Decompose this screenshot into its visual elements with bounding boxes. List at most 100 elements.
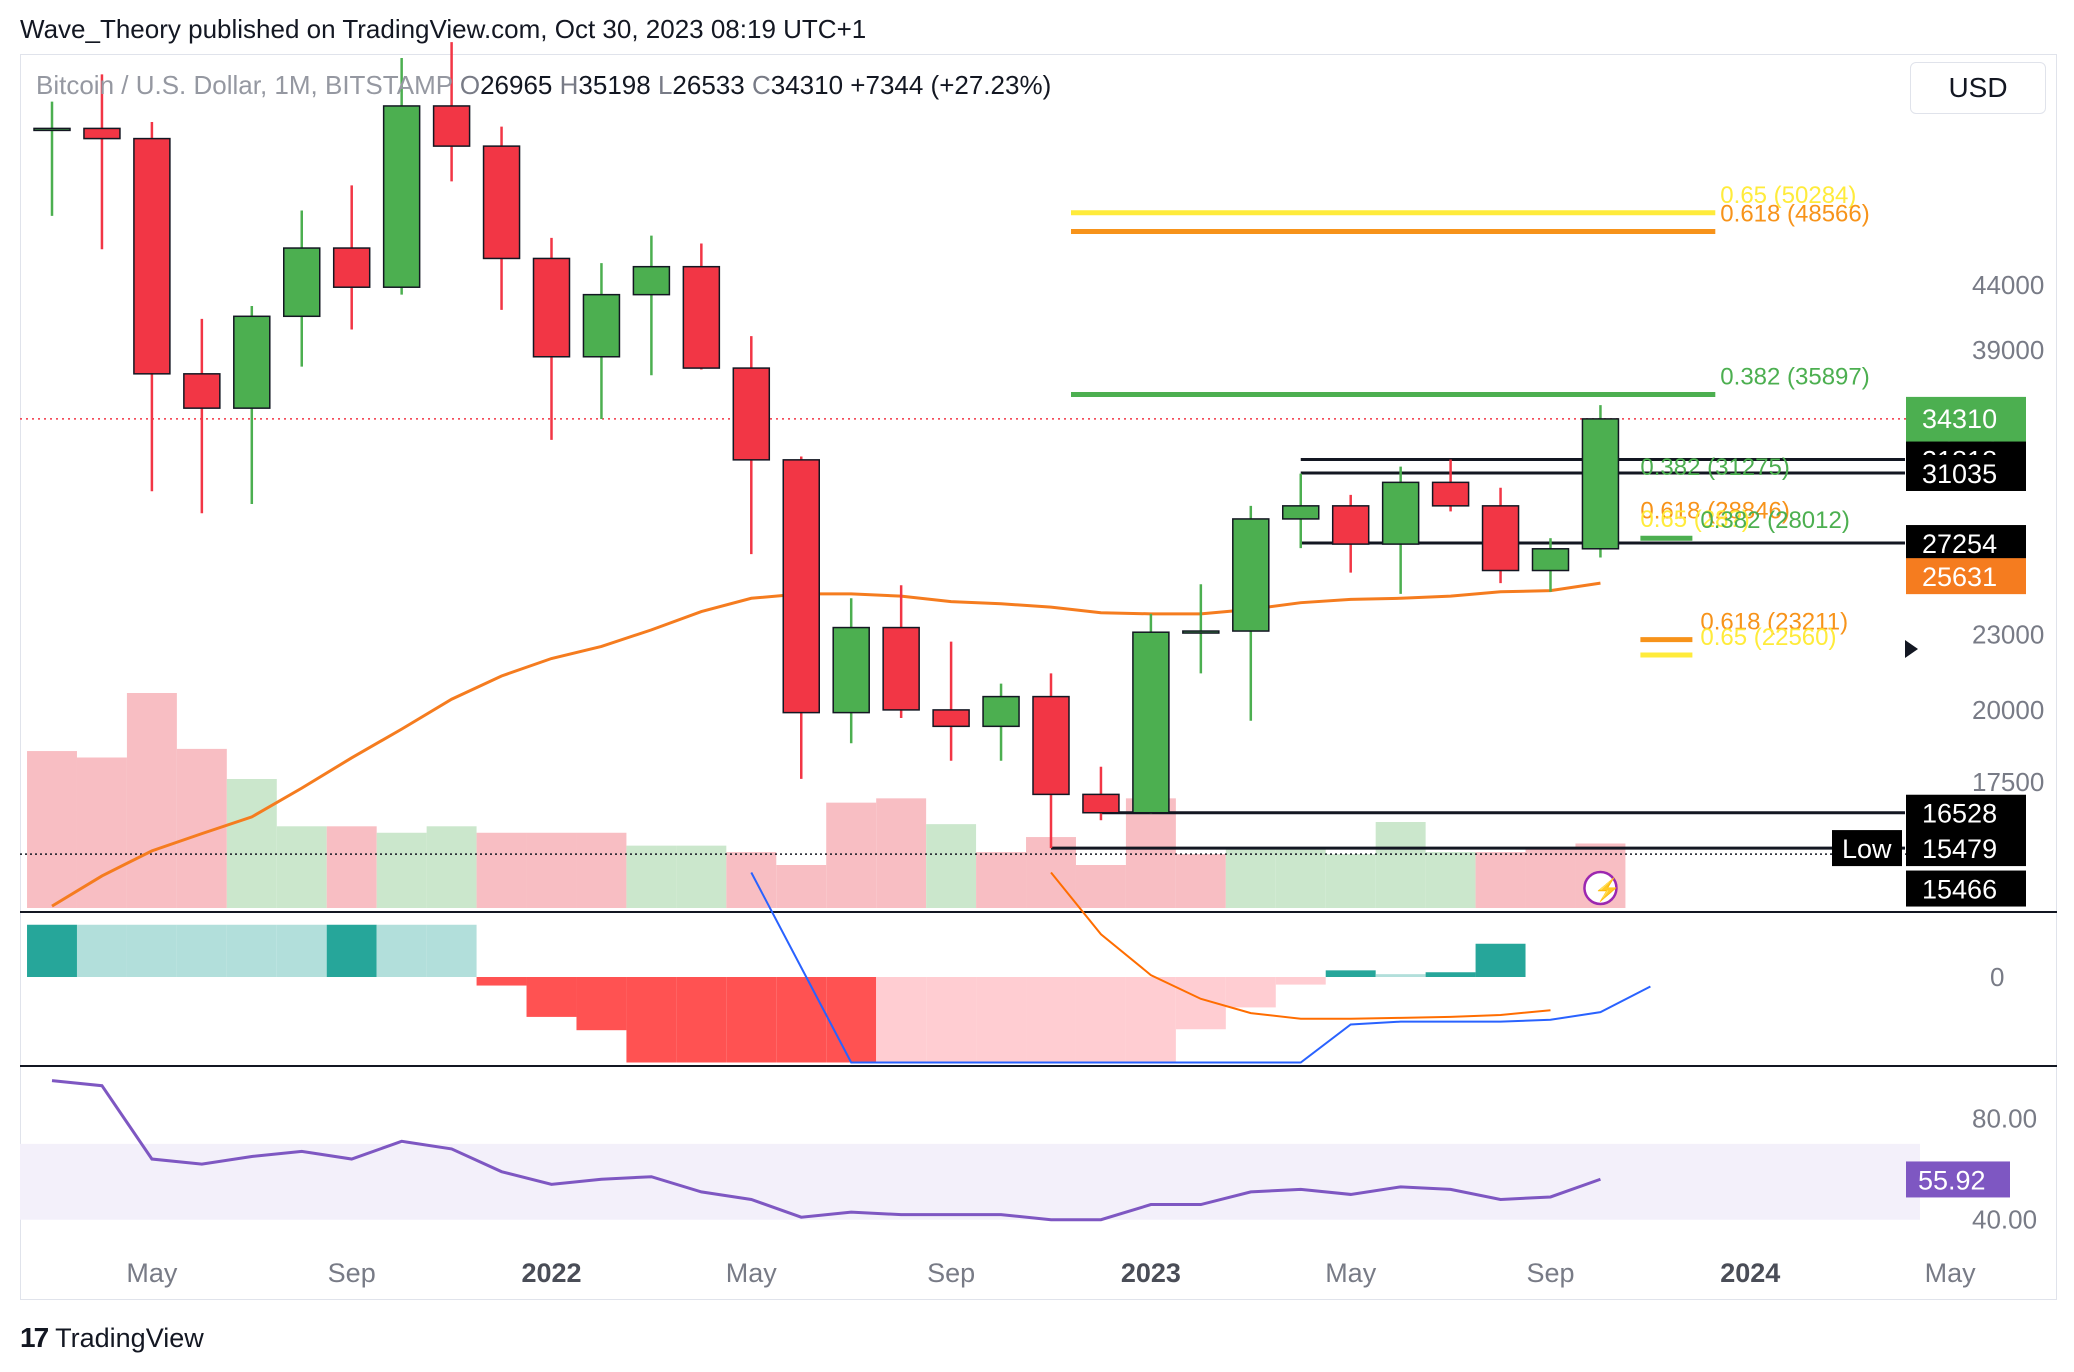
volume-bar bbox=[1475, 852, 1526, 908]
price-label-box bbox=[1906, 558, 2026, 595]
volume-bar bbox=[676, 845, 727, 908]
time-axis-tick: 2022 bbox=[521, 1258, 581, 1288]
macd-histogram-bar bbox=[326, 924, 377, 977]
price-label-text: 16528 bbox=[1922, 799, 1997, 829]
fib-level-label: 0.618 (23211) bbox=[1700, 609, 1848, 636]
low-tag-box bbox=[1832, 830, 1902, 867]
volume-bar bbox=[526, 832, 577, 908]
price-axis-tick: 17500 bbox=[1972, 767, 2044, 797]
volume-bar bbox=[876, 798, 927, 908]
candle-body bbox=[432, 105, 471, 147]
symbol-legend: Bitcoin / U.S. Dollar, 1M, BITSTAMP O269… bbox=[36, 70, 1051, 101]
symbol-name[interactable]: Bitcoin / U.S. Dollar, 1M, BITSTAMP bbox=[36, 70, 453, 100]
candle-body bbox=[332, 247, 371, 288]
macd-histogram-bar bbox=[826, 977, 877, 1063]
candle-body bbox=[1431, 481, 1470, 507]
candle-body bbox=[532, 257, 571, 358]
volume-bar bbox=[976, 852, 1027, 908]
candle-body bbox=[1531, 548, 1570, 572]
candle-body bbox=[83, 127, 121, 140]
rsi-value-label: 55.92 bbox=[1918, 1165, 1986, 1195]
macd-axis-tick: 0 bbox=[1990, 962, 2004, 992]
published-text: published on TradingView.com, Oct 30, 20… bbox=[188, 14, 867, 44]
volume-bar bbox=[1175, 854, 1226, 908]
candle-body bbox=[582, 293, 621, 358]
rsi-band bbox=[20, 1143, 1920, 1220]
time-axis-tick: 2024 bbox=[1720, 1258, 1780, 1288]
volume-bar bbox=[826, 802, 877, 908]
macd-histogram-bar bbox=[776, 977, 827, 1063]
volume-bar bbox=[476, 832, 527, 908]
time-axis-tick: May bbox=[726, 1258, 778, 1288]
publisher-header: Wave_Theory published on TradingView.com… bbox=[20, 14, 866, 45]
price-label-text: 34310 bbox=[1922, 404, 1997, 434]
candle-body bbox=[732, 367, 771, 461]
price-axis-tick: 23000 bbox=[1972, 620, 2044, 650]
candle-body bbox=[1232, 518, 1270, 632]
price-label-text: 15479 bbox=[1922, 834, 1997, 864]
price-label-box bbox=[1906, 454, 2026, 491]
time-axis-tick: Sep bbox=[1526, 1258, 1574, 1288]
fib-level-label: 0.382 (35897) bbox=[1720, 364, 1869, 391]
candle-body bbox=[1581, 418, 1620, 550]
candle-body bbox=[1331, 505, 1370, 545]
close-value: 34310 bbox=[770, 70, 844, 100]
volume-bar bbox=[726, 852, 777, 908]
tradingview-logo[interactable]: 17 TradingView bbox=[20, 1322, 204, 1354]
macd-histogram-bar bbox=[1225, 977, 1276, 1008]
volume-bar bbox=[1225, 847, 1276, 908]
currency-selector[interactable]: USD bbox=[1910, 62, 2046, 114]
macd-histogram-bar bbox=[476, 977, 527, 986]
candle-body bbox=[233, 315, 271, 409]
volume-bar bbox=[576, 832, 627, 908]
volume-bar bbox=[126, 693, 177, 908]
candle-body bbox=[183, 373, 221, 409]
ema-line bbox=[51, 581, 1601, 908]
candle-body bbox=[782, 459, 820, 714]
candle-body bbox=[1182, 630, 1220, 634]
candle-body bbox=[682, 265, 721, 369]
volume-bar bbox=[276, 826, 327, 908]
candle-body bbox=[382, 105, 421, 288]
volume-bar bbox=[376, 832, 427, 908]
candle-body bbox=[482, 145, 521, 260]
macd-histogram-bar bbox=[76, 924, 127, 977]
flash-icon-glyph: ⚡ bbox=[1593, 877, 1620, 903]
candle-body bbox=[882, 626, 920, 711]
candle-body bbox=[1381, 481, 1420, 545]
macd-histogram-bar bbox=[176, 924, 227, 977]
volume-bar bbox=[776, 865, 827, 908]
macd-histogram-bar bbox=[1026, 977, 1076, 1063]
time-axis-tick: May bbox=[126, 1258, 178, 1288]
volume-bar bbox=[27, 751, 77, 908]
change-value: +7344 (+27.23%) bbox=[850, 70, 1052, 100]
volume-bar bbox=[1125, 798, 1176, 908]
time-axis-tick: Sep bbox=[927, 1258, 975, 1288]
rsi-axis-tick: 40.00 bbox=[1972, 1205, 2037, 1235]
fib-level-label: 0.382 (31275) bbox=[1640, 454, 1789, 481]
low-tag-text: Low bbox=[1842, 834, 1892, 864]
volume-bar bbox=[926, 824, 977, 908]
macd-histogram-bar bbox=[1425, 972, 1476, 977]
macd-histogram-bar bbox=[376, 924, 427, 977]
candle-body bbox=[33, 127, 71, 132]
volume-bar bbox=[76, 757, 127, 908]
low-key: L bbox=[657, 70, 673, 100]
author-name[interactable]: Wave_Theory bbox=[20, 14, 181, 44]
macd-histogram-bar bbox=[576, 977, 627, 1031]
volume-bar bbox=[1425, 852, 1476, 908]
open-key: O bbox=[459, 70, 481, 100]
price-label-box bbox=[1906, 870, 2026, 907]
fib-level-label: 0.65 (28?) bbox=[1640, 506, 1749, 533]
price-axis-tick: 44000 bbox=[1972, 270, 2044, 300]
price-label-box bbox=[1906, 525, 2026, 562]
volume-bar bbox=[1325, 854, 1376, 908]
macd-histogram-bar bbox=[726, 977, 777, 1063]
price-axis-tick: 20000 bbox=[1972, 695, 2044, 725]
price-axis-tick: 39000 bbox=[1972, 335, 2044, 365]
candle-body bbox=[1032, 695, 1070, 796]
candle-body bbox=[1082, 793, 1120, 814]
fib-level-label: 0.65 (50284) bbox=[1720, 182, 1856, 209]
chart-frame bbox=[20, 54, 2057, 1300]
